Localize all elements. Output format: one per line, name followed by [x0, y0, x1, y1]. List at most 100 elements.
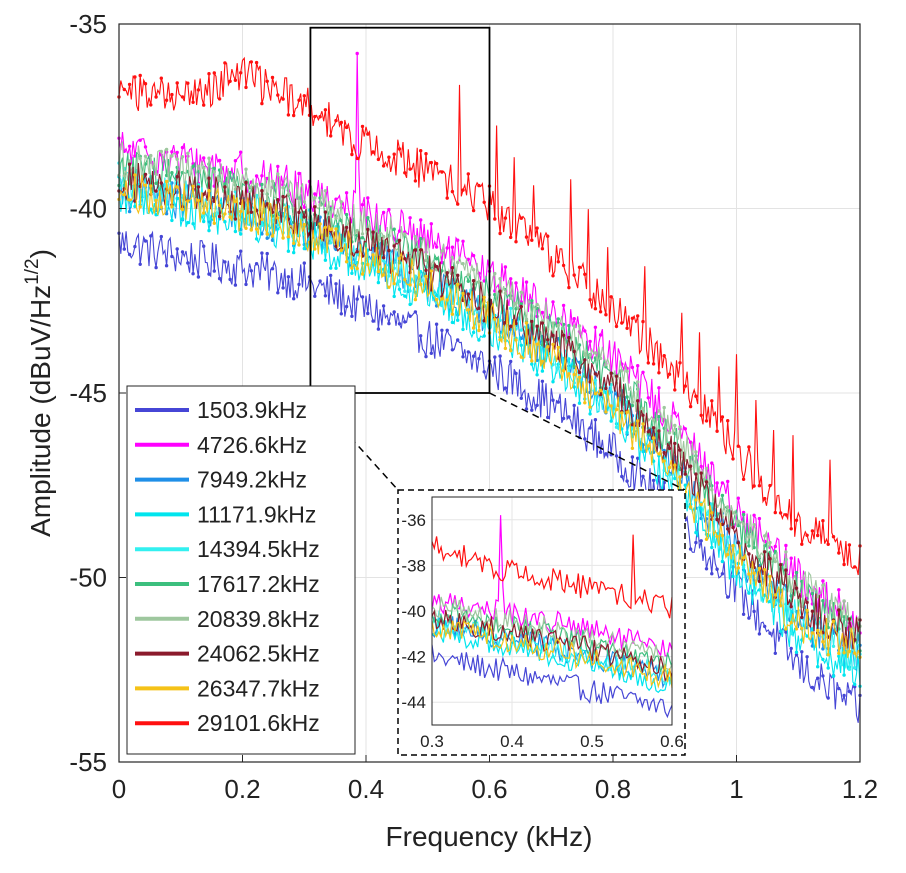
data-point: [514, 338, 518, 342]
data-point: [344, 212, 349, 217]
x-tick-label: 0: [112, 774, 126, 804]
data-point: [244, 282, 248, 287]
data-point: [329, 134, 333, 138]
data-point: [741, 522, 746, 526]
data-point: [741, 565, 746, 569]
data-point: [763, 534, 767, 538]
data-point: [826, 666, 830, 670]
legend-box: [126, 385, 356, 755]
data-point: [699, 464, 703, 469]
data-point: [710, 511, 714, 515]
data-point: [254, 227, 259, 231]
data-point: [413, 234, 418, 239]
data-point: [170, 92, 174, 97]
data-point: [784, 550, 788, 554]
data-point: [604, 410, 608, 414]
data-point: [154, 189, 158, 193]
data-point: [519, 343, 523, 347]
data-point: [344, 225, 349, 230]
data-point: [233, 159, 238, 163]
data-point: [636, 456, 640, 460]
data-point: [837, 551, 841, 555]
data-point: [387, 274, 391, 278]
data-point: [498, 338, 502, 342]
data-point: [778, 511, 783, 515]
data-point: [482, 279, 486, 283]
x-tick-label: 0.8: [595, 774, 631, 804]
data-point: [164, 147, 169, 152]
data-point: [588, 412, 592, 416]
data-point: [286, 249, 291, 253]
data-point: [805, 634, 809, 638]
data-point: [371, 150, 375, 154]
data-point: [747, 552, 751, 556]
data-point: [265, 232, 269, 236]
data-point: [853, 666, 857, 670]
data-point: [371, 230, 375, 234]
y-axis-label: Amplitude (dBuV/Hz1/2): [22, 249, 56, 537]
data-point: [397, 147, 402, 151]
data-point: [519, 328, 523, 332]
data-point: [276, 227, 280, 231]
data-point: [143, 82, 148, 86]
data-point: [445, 284, 449, 288]
data-point: [466, 273, 470, 277]
data-point: [498, 354, 502, 358]
data-point: [530, 316, 534, 320]
data-point: [159, 149, 163, 154]
data-point: [503, 216, 508, 220]
data-point: [503, 265, 508, 269]
data-point: [667, 372, 672, 376]
data-point: [752, 571, 756, 575]
data-point: [366, 196, 370, 200]
data-point: [763, 568, 767, 572]
data-point: [397, 322, 402, 326]
data-point: [546, 234, 550, 238]
data-point: [461, 355, 465, 359]
data-point: [583, 358, 587, 362]
data-point: [434, 257, 439, 261]
x-tick-label: 0.2: [224, 774, 260, 804]
data-point: [297, 282, 301, 287]
data-point: [323, 258, 328, 262]
data-point: [535, 373, 539, 377]
data-point: [667, 473, 672, 477]
data-point: [127, 82, 132, 87]
data-point: [577, 370, 582, 375]
legend-label: 17617.2kHz: [197, 571, 320, 597]
data-point: [381, 304, 386, 308]
data-point: [720, 533, 725, 538]
data-point: [757, 516, 762, 521]
data-point: [281, 286, 285, 290]
data-point: [233, 187, 238, 191]
data-point: [164, 212, 169, 216]
data-point: [434, 245, 439, 249]
data-point: [133, 204, 137, 209]
data-point: [424, 354, 428, 359]
data-point: [773, 593, 777, 597]
data-point: [657, 414, 661, 419]
legend-label: 20839.8kHz: [197, 606, 320, 632]
data-point: [598, 450, 603, 454]
data-point: [503, 291, 508, 295]
data-point: [387, 207, 391, 212]
data-point: [127, 144, 132, 148]
data-point: [450, 348, 455, 352]
data-point: [434, 264, 439, 269]
data-point: [514, 371, 518, 376]
data-point: [334, 244, 338, 248]
data-point: [217, 97, 222, 101]
data-point: [249, 60, 253, 64]
data-point: [810, 529, 815, 533]
data-point: [159, 76, 163, 80]
data-point: [239, 209, 243, 214]
data-point: [604, 386, 608, 391]
data-point: [805, 593, 809, 597]
data-point: [392, 227, 396, 231]
data-point: [572, 273, 576, 277]
legend-label: 14394.5kHz: [197, 536, 320, 562]
data-point: [175, 247, 179, 251]
data-point: [704, 480, 709, 484]
data-point: [196, 275, 201, 279]
data-point: [366, 311, 370, 316]
